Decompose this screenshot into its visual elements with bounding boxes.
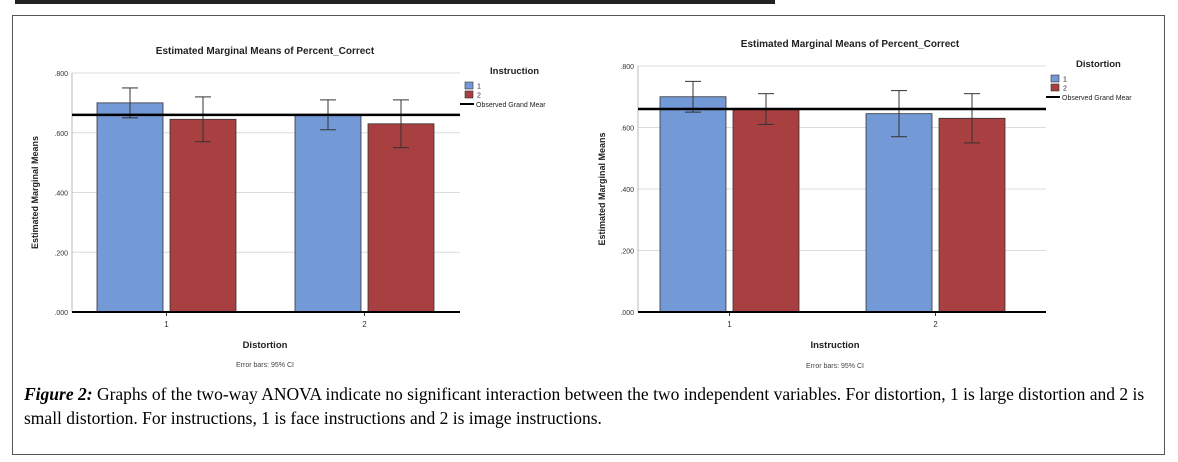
x-tick-label: 1 bbox=[164, 320, 169, 329]
legend-label-1: 1 bbox=[1063, 77, 1067, 84]
caption-lead: Figure 2: bbox=[24, 384, 93, 404]
bar-2-1 bbox=[294, 114, 362, 313]
caption-text: Graphs of the two-way ANOVA indicate no … bbox=[24, 384, 1145, 428]
bar-2-1 bbox=[865, 113, 933, 313]
y-tick-label: .400 bbox=[54, 191, 68, 198]
bar-1-2 bbox=[732, 108, 800, 313]
legend-label-2: 2 bbox=[477, 93, 481, 100]
y-tick-label: .800 bbox=[620, 64, 634, 71]
legend-label-1: 1 bbox=[477, 84, 481, 91]
legend-swatch-2 bbox=[464, 90, 474, 99]
y-tick-label: .600 bbox=[620, 126, 634, 133]
error-bar-note: Error bars: 95% CI bbox=[806, 363, 864, 370]
legend-swatch-1 bbox=[1050, 74, 1060, 83]
cropped-text-fragment bbox=[15, 0, 775, 4]
figure-caption: Figure 2: Graphs of the two-way ANOVA in… bbox=[24, 382, 1154, 430]
legend-label-2: 2 bbox=[1063, 86, 1067, 93]
bar-1-1 bbox=[659, 96, 727, 313]
y-tick-label: .400 bbox=[620, 187, 634, 194]
y-axis-label: Estimated Marginal Means bbox=[597, 132, 607, 245]
bar-2-2 bbox=[367, 123, 435, 313]
error-bar-note: Error bars: 95% CI bbox=[236, 362, 294, 369]
y-axis-label: Estimated Marginal Means bbox=[30, 136, 40, 249]
x-tick-label: 2 bbox=[362, 320, 367, 329]
y-tick-label: .200 bbox=[620, 249, 634, 256]
chart-distortion: Estimated Marginal Means of Percent_Corr… bbox=[30, 46, 546, 369]
x-axis-label: Distortion bbox=[243, 340, 288, 351]
x-tick-label: 1 bbox=[727, 320, 732, 329]
y-tick-label: .000 bbox=[54, 310, 68, 317]
y-tick-label: .000 bbox=[620, 310, 634, 317]
legend-swatch-2 bbox=[1050, 83, 1060, 92]
legend-grand-mean-label: Observed Grand Mear bbox=[1062, 95, 1132, 102]
legend-grand-mean-label: Observed Grand Mear bbox=[476, 102, 546, 109]
y-tick-label: .800 bbox=[54, 71, 68, 78]
y-tick-label: .200 bbox=[54, 250, 68, 257]
chart-title: Estimated Marginal Means of Percent_Corr… bbox=[741, 39, 960, 50]
y-tick-label: .600 bbox=[54, 131, 68, 138]
bar-1-2 bbox=[169, 118, 237, 313]
legend-title: Distortion bbox=[1076, 59, 1121, 70]
x-axis-label: Instruction bbox=[810, 340, 859, 351]
cropped-text-strip bbox=[0, 0, 1178, 14]
bar-1-1 bbox=[96, 102, 164, 313]
legend-title: Instruction bbox=[490, 66, 539, 77]
chart-instruction: Estimated Marginal Means of Percent_Corr… bbox=[597, 39, 1132, 370]
legend-swatch-1 bbox=[464, 81, 474, 90]
x-tick-label: 2 bbox=[933, 320, 938, 329]
bar-2-2 bbox=[938, 117, 1006, 313]
chart-title: Estimated Marginal Means of Percent_Corr… bbox=[156, 46, 375, 57]
